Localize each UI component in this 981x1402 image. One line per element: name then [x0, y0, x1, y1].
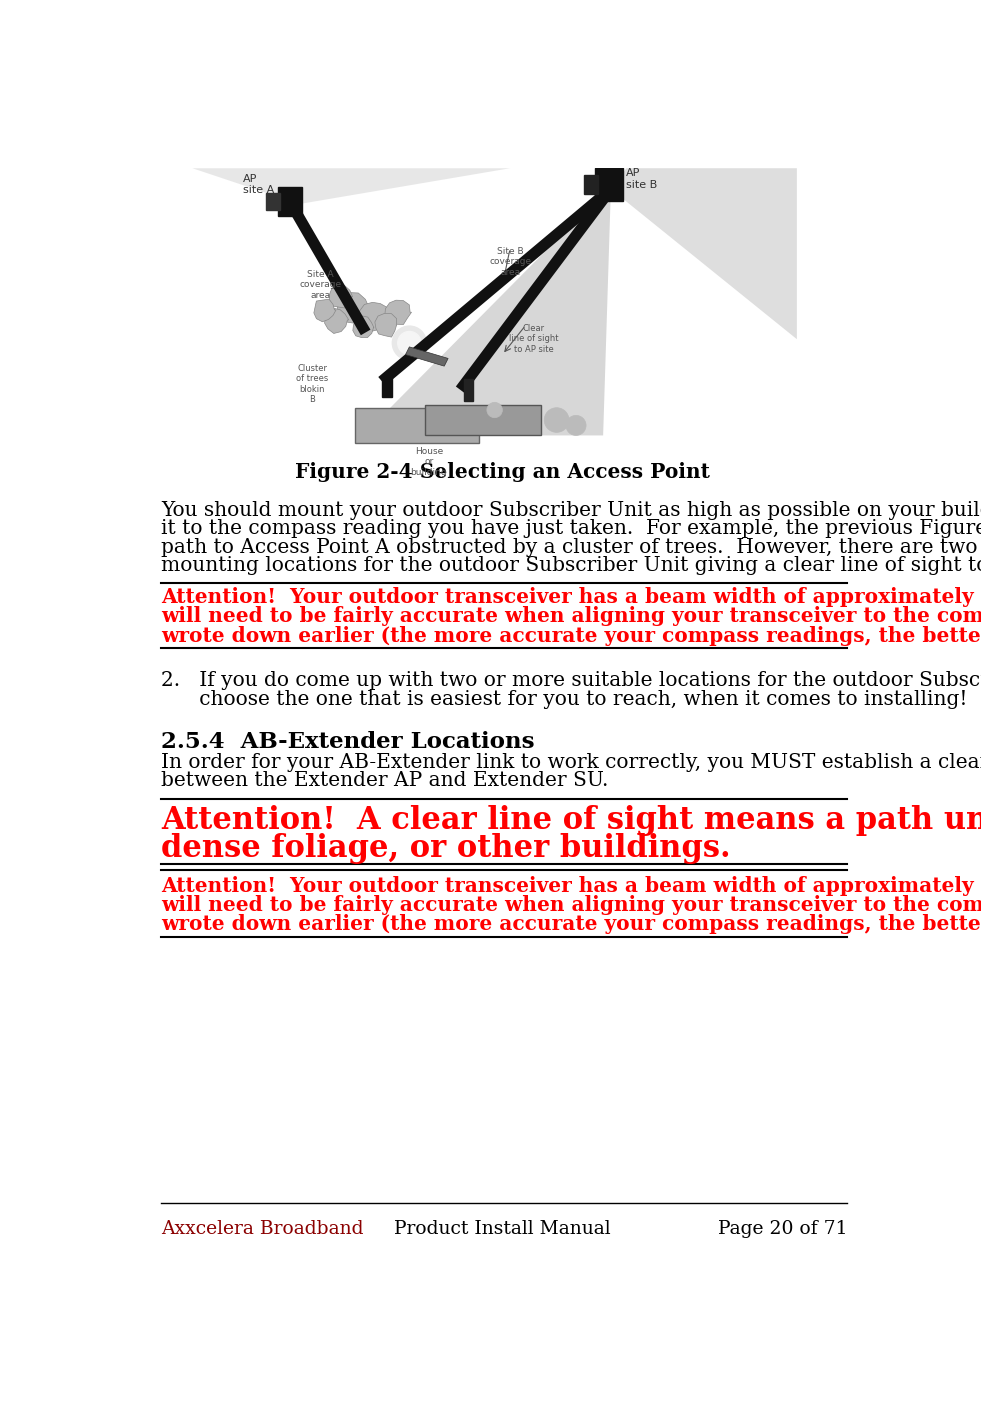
Circle shape	[392, 327, 427, 360]
Text: Attention!  A clear line of sight means a path unobstructed by trees,: Attention! A clear line of sight means a…	[162, 805, 981, 836]
Bar	[595, 168, 623, 200]
Text: Site B
coverage
area: Site B coverage area	[490, 247, 531, 276]
Bar	[266, 193, 280, 210]
Polygon shape	[192, 168, 510, 205]
Bar	[278, 186, 302, 216]
Polygon shape	[325, 308, 349, 334]
Polygon shape	[314, 299, 336, 322]
Circle shape	[487, 402, 502, 418]
Text: Attention!  Your outdoor transceiver has a beam width of approximately 20 degree: Attention! Your outdoor transceiver has …	[162, 587, 981, 607]
Text: Attention!  Your outdoor transceiver has a beam width of approximately 10 degree: Attention! Your outdoor transceiver has …	[162, 876, 981, 896]
Text: between the Extender AP and Extender SU.: between the Extender AP and Extender SU.	[162, 771, 609, 791]
Polygon shape	[425, 405, 542, 436]
Text: In order for your AB-Extender link to work correctly, you MUST establish a clear: In order for your AB-Extender link to wo…	[162, 753, 981, 771]
Text: wrote down earlier (the more accurate your compass readings, the better).: wrote down earlier (the more accurate yo…	[162, 914, 981, 934]
Text: will need to be fairly accurate when aligning your transceiver to the compass be: will need to be fairly accurate when ali…	[162, 607, 981, 627]
Text: dense foliage, or other buildings.: dense foliage, or other buildings.	[162, 833, 731, 864]
Polygon shape	[385, 300, 411, 324]
Polygon shape	[611, 168, 797, 339]
Text: Axxcelera Broadband: Axxcelera Broadband	[162, 1220, 364, 1238]
Text: 2.   If you do come up with two or more suitable locations for the outdoor Subsc: 2. If you do come up with two or more su…	[162, 672, 981, 690]
Text: House
or
building: House or building	[410, 447, 447, 477]
Circle shape	[566, 415, 586, 436]
Text: it to the compass reading you have just taken.  For example, the previous Figure: it to the compass reading you have just …	[162, 519, 981, 538]
Polygon shape	[353, 315, 374, 338]
Text: 2.5.4  AB-Extender Locations: 2.5.4 AB-Extender Locations	[162, 730, 535, 753]
Bar	[464, 379, 473, 401]
Bar	[584, 175, 597, 195]
Polygon shape	[355, 408, 479, 443]
Text: Page 20 of 71: Page 20 of 71	[718, 1220, 848, 1238]
Text: Clear
line of sight
to AP site: Clear line of sight to AP site	[508, 324, 558, 353]
Text: will need to be fairly accurate when aligning your transceiver to the compass be: will need to be fairly accurate when ali…	[162, 894, 981, 916]
Text: wrote down earlier (the more accurate your compass readings, the better).: wrote down earlier (the more accurate yo…	[162, 625, 981, 645]
Polygon shape	[337, 293, 369, 324]
Text: choose the one that is easiest for you to reach, when it comes to installing!: choose the one that is easiest for you t…	[162, 690, 968, 708]
Text: Figure 2-4 Selecting an Access Point: Figure 2-4 Selecting an Access Point	[295, 463, 710, 482]
Bar	[383, 376, 391, 397]
Polygon shape	[375, 314, 396, 336]
Circle shape	[544, 408, 569, 432]
Text: mounting locations for the outdoor Subscriber Unit giving a clear line of sight : mounting locations for the outdoor Subsc…	[162, 557, 981, 575]
Circle shape	[397, 331, 421, 355]
Polygon shape	[405, 346, 448, 366]
Text: Product Install Manual: Product Install Manual	[394, 1220, 611, 1238]
Text: AP
site A: AP site A	[242, 174, 274, 195]
Polygon shape	[330, 286, 352, 308]
Polygon shape	[363, 189, 611, 436]
Text: path to Access Point A obstructed by a cluster of trees.  However, there are two: path to Access Point A obstructed by a c…	[162, 538, 981, 557]
Text: AP
site B: AP site B	[627, 168, 657, 189]
Text: You should mount your outdoor Subscriber Unit as high as possible on your buildi: You should mount your outdoor Subscriber…	[162, 501, 981, 520]
Text: Site A
coverage
area: Site A coverage area	[299, 269, 341, 300]
Polygon shape	[359, 303, 390, 331]
Text: Cluster
of trees
blokin
B: Cluster of trees blokin B	[296, 365, 329, 404]
